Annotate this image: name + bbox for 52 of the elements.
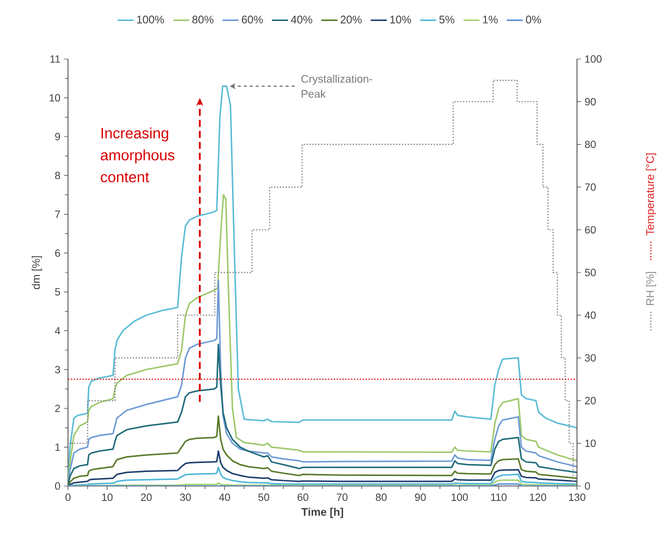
x-tick-label: 20 [141,494,152,501]
x-tick-label: 90 [415,494,426,501]
legend-label: 60% [242,16,263,24]
y2-tick-label: 70 [585,183,596,191]
text: Temperature [°C] [646,153,656,236]
x-tick-label: 0 [65,494,70,501]
y-tick-label: 4 [54,327,60,334]
y-tick-label: 3 [55,366,60,374]
y-tick-label: 9 [55,132,60,140]
y2-tick-label: 0 [584,482,590,490]
x-tick-label: 110 [491,494,507,501]
x-tick-label: 120 [530,494,546,501]
y2-tick-label: 40 [584,312,596,319]
y-tick-label: 6 [55,249,60,257]
x-tick-label: 50 [258,494,270,501]
y2-tick-label: 90 [585,98,596,106]
legend-label: 0% [526,16,542,24]
y2-tick-label: 20 [585,396,596,404]
text: RH [%] [646,272,656,305]
legend-label: 40% [290,16,312,24]
x-tick-label: 10 [102,494,113,501]
y-tick-label: 2 [55,404,60,412]
annotation: Increasing amorphous content [100,127,174,182]
x-axis-title: Time [h] [301,508,344,518]
y2-tick-label: 30 [584,354,596,362]
x-tick-label: 80 [376,494,387,501]
x-tick-label: 70 [336,494,348,501]
x-tick-label: 30 [180,494,191,501]
y-tick-label: 5 [55,288,60,296]
y2-tick-label: 60 [585,226,596,234]
x-tick-label: 40 [219,494,230,501]
y-tick-label: 8 [55,172,60,180]
y2-tick-label: 50 [584,268,596,276]
legend-label: 100% [137,16,164,24]
x-tick-label: 60 [298,494,308,501]
y-tick-label: 11 [50,55,60,63]
y-tick-label: 1 [55,444,60,451]
legend-label: 80% [192,16,214,24]
x-tick-label: 100 [452,494,468,501]
y2-tick-label: 100 [585,55,602,63]
x-tick-label: 130 [569,494,586,501]
y2-tick-label: 10 [585,440,596,448]
y-axis-title: dm [%] [32,256,42,290]
y-tick-label: 7 [55,210,60,218]
y-tick-label: 0 [55,482,60,490]
legend-label: 10% [390,16,412,24]
y-tick-label: 10 [50,94,60,102]
y2-tick-label: 80 [584,140,596,148]
legend-label: 20% [340,16,362,24]
legend-label: 1% [483,16,498,24]
annotation: Crystallization-Peak [301,74,372,98]
legend-label: 5% [439,16,454,24]
